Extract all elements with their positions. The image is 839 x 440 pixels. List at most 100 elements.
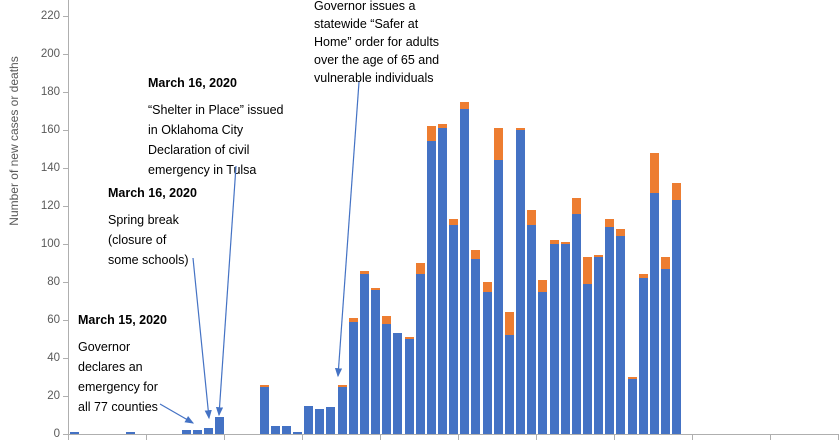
y-axis-tick — [63, 358, 68, 359]
bar-cases — [482, 291, 492, 434]
y-axis-tick — [63, 244, 68, 245]
bar-cases — [649, 192, 659, 434]
y-axis-title: Number of new cases or deaths — [7, 56, 21, 226]
bar-cases — [616, 236, 626, 434]
y-axis-tick — [63, 434, 68, 435]
annotation-text: Governor declares an emergency for all 7… — [78, 340, 158, 414]
bar-deaths — [594, 255, 604, 258]
annotation-text: Spring break (closure of some schools) — [108, 213, 189, 267]
y-axis-tick — [63, 168, 68, 169]
bar-cases — [371, 289, 381, 434]
bar-deaths — [582, 257, 592, 284]
x-axis-tick — [224, 434, 225, 440]
bar-deaths — [672, 183, 682, 201]
x-axis-tick — [380, 434, 381, 440]
bar-cases — [70, 432, 79, 434]
bar-deaths — [482, 282, 492, 292]
bar-cases — [259, 386, 269, 434]
y-axis-tick — [63, 396, 68, 397]
x-axis-tick — [770, 434, 771, 440]
bar-cases — [326, 407, 336, 434]
bar-cases — [337, 386, 347, 434]
x-axis-tick — [692, 434, 693, 440]
bar-deaths — [471, 249, 481, 260]
bar-cases — [661, 268, 670, 434]
bar-deaths — [337, 384, 347, 387]
annotation-shelter-in-place: March 16, 2020 “Shelter in Place” issued… — [148, 73, 318, 180]
x-axis-tick — [458, 434, 459, 440]
bar-cases — [293, 432, 302, 434]
bar-cases — [382, 323, 392, 434]
annotation-date: March 16, 2020 — [108, 186, 197, 200]
bar-deaths — [437, 124, 447, 129]
annotation-date: March 16, 2020 — [148, 76, 237, 90]
y-axis-tick-label: 120 — [40, 200, 60, 212]
arrow-spring-break — [192, 257, 212, 420]
bar-cases — [426, 141, 436, 434]
bar-cases — [504, 335, 514, 434]
bar-cases — [437, 128, 447, 434]
bar-cases — [560, 244, 570, 434]
bar-cases — [304, 405, 314, 434]
x-axis-line — [68, 434, 839, 435]
bar-cases — [125, 432, 135, 434]
y-axis-tick-label: 160 — [40, 124, 60, 136]
bar-deaths — [426, 126, 436, 142]
x-axis-tick — [536, 434, 537, 440]
y-axis-tick-label: 60 — [47, 314, 60, 326]
y-axis-tick-label: 140 — [40, 162, 60, 174]
x-axis-tick — [146, 434, 147, 440]
bar-deaths — [527, 209, 537, 225]
bar-cases — [672, 200, 682, 434]
bar-cases — [582, 283, 592, 434]
y-axis-tick-label: 220 — [40, 10, 60, 22]
y-axis-tick — [63, 54, 68, 55]
bar-cases — [359, 274, 369, 434]
bar-cases — [527, 225, 537, 434]
bar-deaths — [415, 263, 425, 275]
y-axis-tick — [63, 206, 68, 207]
annotation-text: “Shelter in Place” issued in Oklahoma Ci… — [148, 103, 284, 177]
bar-cases — [638, 278, 648, 434]
bar-cases — [627, 378, 637, 434]
bar-deaths — [460, 101, 470, 110]
bar-deaths — [516, 128, 525, 130]
bar-cases — [404, 339, 414, 434]
y-axis-tick-label: 200 — [40, 48, 60, 60]
y-axis-line — [68, 0, 69, 434]
annotation-emergency-declaration: March 15, 2020 Governor declares an emer… — [78, 310, 188, 417]
bar-cases — [192, 430, 202, 434]
bar-cases — [516, 130, 525, 434]
bar-cases — [203, 428, 213, 434]
y-axis-tick — [63, 16, 68, 17]
y-axis-tick — [63, 92, 68, 93]
y-axis-tick-label: 80 — [47, 276, 60, 288]
bar-cases — [270, 426, 280, 434]
y-axis-tick — [63, 320, 68, 321]
annotation-safer-at-home: Governor issues a statewide “Safer at Ho… — [314, 0, 464, 87]
bar-deaths — [627, 377, 637, 379]
bar-deaths — [259, 384, 269, 387]
y-axis-tick — [63, 130, 68, 131]
annotation-text: Governor issues a statewide “Safer at Ho… — [314, 0, 440, 85]
x-axis-tick — [302, 434, 303, 440]
bar-cases — [315, 409, 325, 434]
y-axis-tick-label: 180 — [40, 86, 60, 98]
bar-cases — [460, 109, 470, 434]
bar-deaths — [549, 240, 559, 244]
bar-cases — [281, 426, 291, 434]
bar-cases — [215, 416, 224, 434]
bar-cases — [393, 333, 403, 434]
bar-cases — [571, 213, 581, 434]
bar-deaths — [359, 270, 369, 275]
bar-cases — [181, 430, 191, 434]
y-axis-tick-label: 100 — [40, 238, 60, 250]
bar-cases — [415, 274, 425, 434]
bar-deaths — [538, 280, 548, 292]
y-axis-tick-label: 40 — [47, 352, 60, 364]
bar-deaths — [616, 228, 626, 237]
bar-cases — [348, 321, 358, 434]
bar-deaths — [493, 128, 503, 161]
bar-deaths — [605, 219, 615, 227]
bar-deaths — [649, 152, 659, 193]
